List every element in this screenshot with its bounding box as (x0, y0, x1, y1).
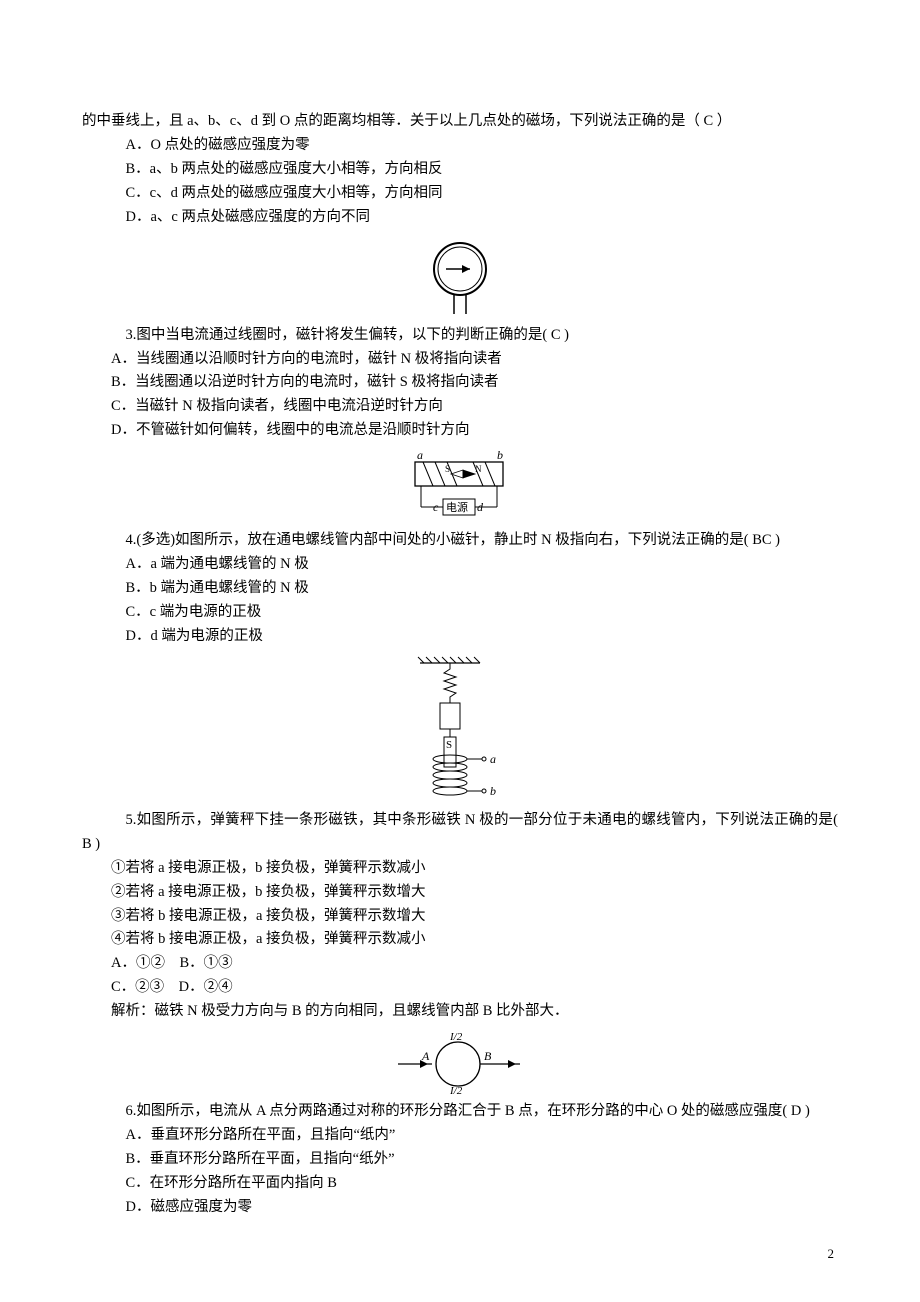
label-S: S (446, 739, 452, 751)
q6-optC: C．在环形分路所在平面内指向 B (82, 1172, 838, 1196)
q4-optB: B．b 端为通电螺线管的 N 极 (82, 577, 838, 601)
q5-optA: A．①② B．①③ (82, 952, 838, 976)
q3-stem: 3.图中当电流通过线圈时，磁针将发生偏转，以下的判断正确的是( C ) (82, 324, 838, 348)
q4-optA: A．a 端为通电螺线管的 N 极 (82, 553, 838, 577)
q6-figure: I/2 A B I/2 (82, 1030, 838, 1096)
label-a: a (490, 752, 496, 766)
q3-optA: A．当线圈通以沿顺时针方向的电流时，磁针 N 极将指向读者 (82, 348, 838, 372)
q5-s3: ③若将 b 接电源正极，a 接负极，弹簧秤示数增大 (82, 905, 838, 929)
q2-optA: A．O 点处的磁感应强度为零 (82, 134, 838, 158)
label-b: b (490, 784, 496, 798)
q3-optB: B．当线圈通以沿逆时针方向的电流时，磁针 S 极将指向读者 (82, 371, 838, 395)
label-A: A (421, 1049, 430, 1063)
solenoid-psu-icon: a b S N 电源 c d (385, 449, 535, 525)
q3-figure (82, 236, 838, 320)
spring-magnet-solenoid-icon: S a b (400, 655, 520, 805)
ring-current-icon: I/2 A B I/2 (390, 1030, 530, 1096)
q5-stem: 5.如图所示，弹簧秤下挂一条形磁铁，其中条形磁铁 N 极的一部分位于未通电的螺线… (82, 809, 838, 857)
q6-optD: D．磁感应强度为零 (82, 1196, 838, 1220)
q2-lead: 的中垂线上，且 a、b、c、d 到 O 点的距离均相等．关于以上几点处的磁场，下… (82, 110, 838, 134)
q6-stem: 6.如图所示，电流从 A 点分两路通过对称的环形分路汇合于 B 点，在环形分路的… (82, 1100, 838, 1124)
q5-solution: 解析：磁铁 N 极受力方向与 B 的方向相同，且螺线管内部 B 比外部大． (82, 1000, 838, 1024)
page-number: 2 (828, 1243, 835, 1264)
q2-optC: C．c、d 两点处的磁感应强度大小相等，方向相同 (82, 182, 838, 206)
compass-coil-icon (420, 236, 500, 320)
label-c: c (433, 500, 439, 514)
q3-optC: C．当磁针 N 极指向读者，线圈中电流沿逆时针方向 (82, 395, 838, 419)
q6-optA: A．垂直环形分路所在平面，且指向“纸内” (82, 1124, 838, 1148)
label-d: d (477, 500, 484, 514)
label-a: a (417, 449, 423, 462)
q4-optD: D．d 端为电源的正极 (82, 625, 838, 649)
label-N: N (475, 464, 482, 474)
label-bot: I/2 (449, 1085, 463, 1096)
label-B: B (484, 1049, 492, 1063)
q2-optD: D．a、c 两点处磁感应强度的方向不同 (82, 206, 838, 230)
q5-s1: ①若将 a 接电源正极，b 接负极，弹簧秤示数减小 (82, 857, 838, 881)
label-top: I/2 (449, 1031, 463, 1043)
label-psu: 电源 (446, 500, 468, 514)
q4-stem: 4.(多选)如图所示，放在通电螺线管内部中间处的小磁针，静止时 N 极指向右，下… (82, 529, 838, 553)
q3-optD: D．不管磁针如何偏转，线圈中的电流总是沿顺时针方向 (82, 419, 838, 443)
q2-optB: B．a、b 两点处的磁感应强度大小相等，方向相反 (82, 158, 838, 182)
q5-figure: S a b (82, 655, 838, 805)
q4-figure: a b S N 电源 c d (82, 449, 838, 525)
q5-s4: ④若将 b 接电源正极，a 接负极，弹簧秤示数减小 (82, 928, 838, 952)
q6-optB: B．垂直环形分路所在平面，且指向“纸外” (82, 1148, 838, 1172)
q5-s2: ②若将 a 接电源正极，b 接负极，弹簧秤示数增大 (82, 881, 838, 905)
q4-optC: C．c 端为电源的正极 (82, 601, 838, 625)
label-S: S (445, 464, 450, 474)
label-b: b (497, 449, 503, 462)
q5-optC: C．②③ D．②④ (82, 976, 838, 1000)
